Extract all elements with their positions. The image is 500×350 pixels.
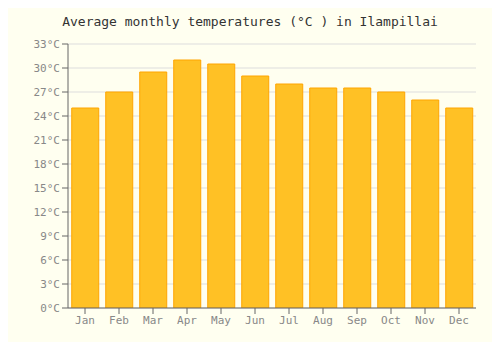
svg-text:27°C: 27°C (34, 86, 61, 99)
svg-text:Aug: Aug (313, 314, 333, 327)
html-text:Average monthly temperatures (: Average monthly temperatures (°C ) in Il… (62, 14, 438, 29)
svg-text:33°C: 33°C (34, 38, 61, 51)
svg-text:3°C: 3°C (40, 278, 60, 291)
svg-text:Dec: Dec (449, 314, 469, 327)
svg-text:Sep: Sep (347, 314, 367, 327)
svg-text:15°C: 15°C (34, 182, 61, 195)
svg-text:21°C: 21°C (34, 134, 61, 147)
svg-text:Jun: Jun (245, 314, 265, 327)
svg-text:24°C: 24°C (34, 110, 61, 123)
svg-text:Jul: Jul (279, 314, 299, 327)
svg-text:Feb: Feb (109, 314, 129, 327)
svg-text:Oct: Oct (381, 314, 401, 327)
svg-text:18°C: 18°C (34, 158, 61, 171)
svg-text:Nov: Nov (415, 314, 435, 327)
svg-text:9°C: 9°C (40, 230, 60, 243)
svg-text:0°C: 0°C (40, 302, 60, 315)
svg-text:12°C: 12°C (34, 206, 61, 219)
svg-text:Mar: Mar (143, 314, 163, 327)
svg-text:May: May (211, 314, 231, 327)
svg-text:Jan: Jan (75, 314, 95, 327)
svg-text:30°C: 30°C (34, 62, 61, 75)
svg-text:Apr: Apr (177, 314, 197, 327)
svg-text:6°C: 6°C (40, 254, 60, 267)
